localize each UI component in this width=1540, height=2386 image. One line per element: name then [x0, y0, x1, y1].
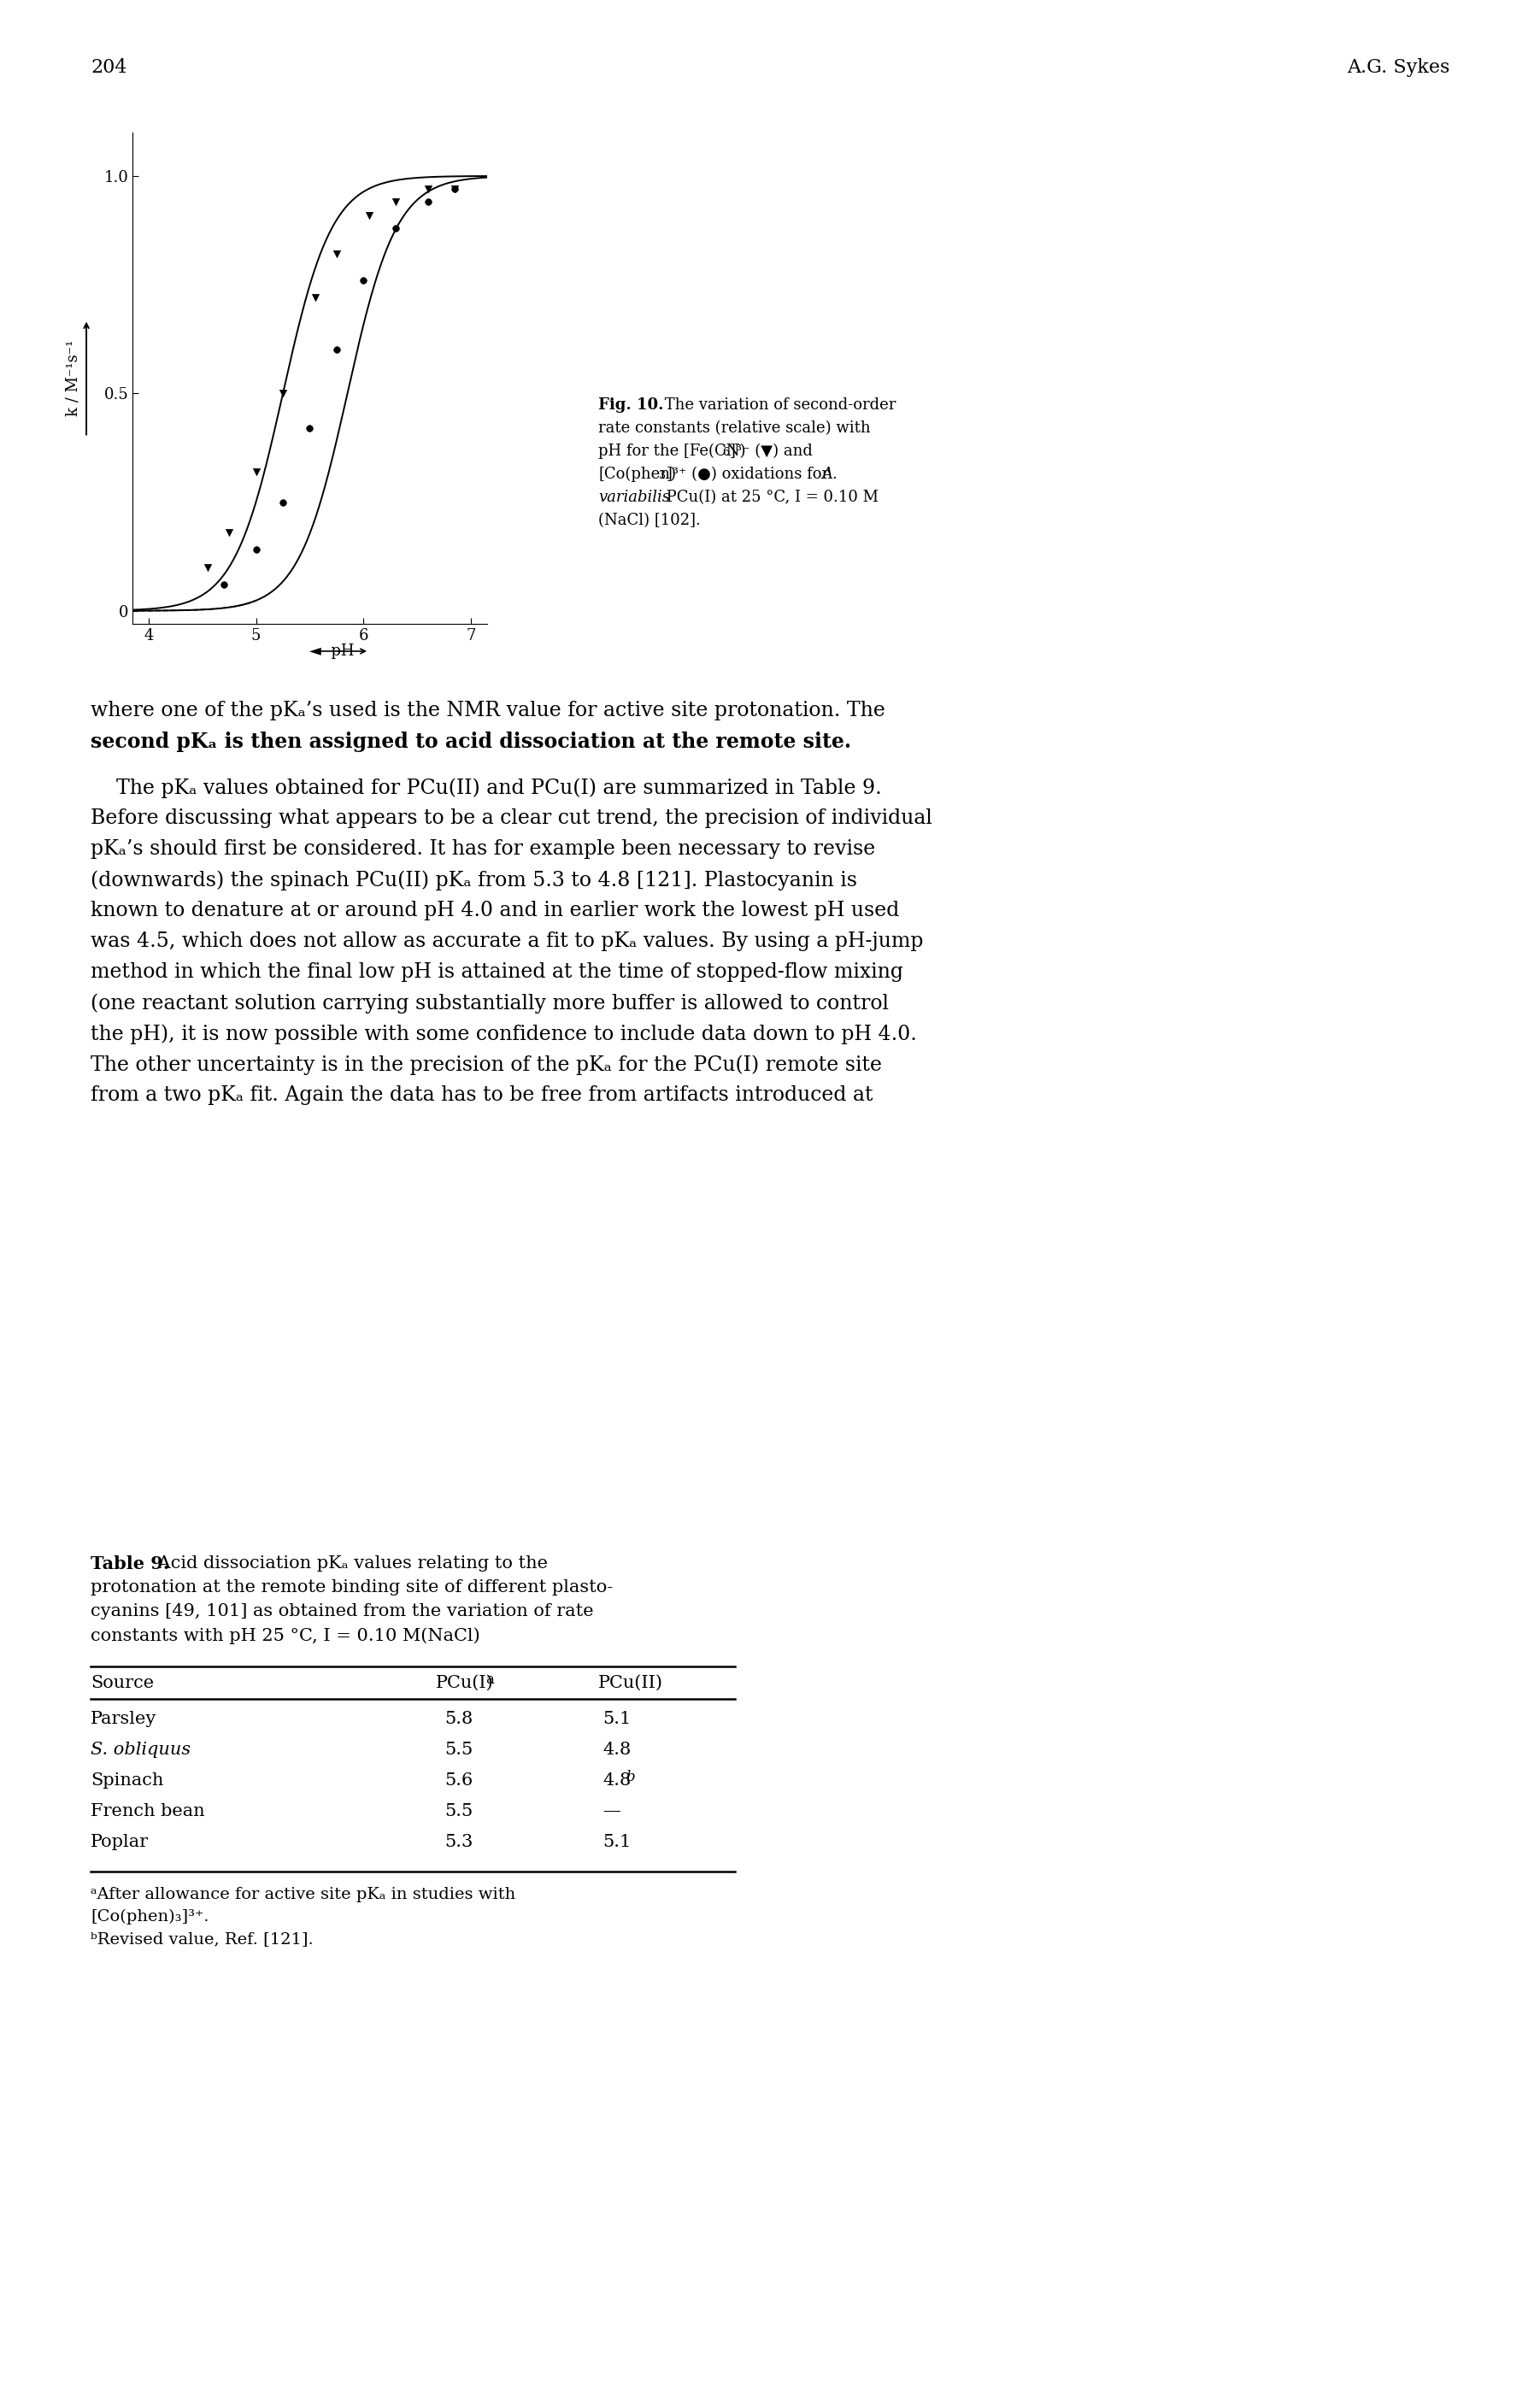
Text: PCu(I) at 25 °C, I = 0.10 M: PCu(I) at 25 °C, I = 0.10 M — [662, 489, 878, 506]
Point — [303, 279, 328, 317]
Point — [217, 513, 242, 551]
Text: 5.3: 5.3 — [445, 1835, 473, 1849]
Text: The other uncertainty is in the precision of the pKₐ for the PCu(I) remote site: The other uncertainty is in the precisio… — [91, 1055, 882, 1074]
Point — [351, 260, 376, 298]
Text: second pKₐ is then assigned to acid dissociation at the remote site.: second pKₐ is then assigned to acid diss… — [91, 733, 852, 752]
Point — [416, 184, 440, 222]
Text: known to denature at or around pH 4.0 and in earlier work the lowest pH used: known to denature at or around pH 4.0 an… — [91, 902, 899, 921]
Point — [325, 236, 350, 274]
Text: Table 9.: Table 9. — [91, 1556, 169, 1572]
Text: k / M⁻¹s⁻¹: k / M⁻¹s⁻¹ — [65, 339, 80, 415]
Text: rate constants (relative scale) with: rate constants (relative scale) with — [598, 420, 870, 437]
Point — [325, 332, 350, 370]
Text: was 4.5, which does not allow as accurate a fit to pKₐ values. By using a pH-jum: was 4.5, which does not allow as accurat… — [91, 931, 924, 952]
Text: PCu(II): PCu(II) — [598, 1675, 664, 1692]
Text: Spinach: Spinach — [91, 1773, 163, 1790]
Text: S. obliquus: S. obliquus — [91, 1742, 191, 1758]
Text: the pH), it is now possible with some confidence to include data down to pH 4.0.: the pH), it is now possible with some co… — [91, 1024, 916, 1045]
Point — [297, 408, 322, 446]
Text: 5.1: 5.1 — [602, 1835, 631, 1849]
Point — [416, 169, 440, 208]
Point — [271, 375, 296, 413]
Text: b: b — [625, 1770, 634, 1785]
Point — [243, 453, 268, 492]
Point — [243, 530, 268, 568]
Text: (downwards) the spinach PCu(II) pKₐ from 5.3 to 4.8 [121]. Plastocyanin is: (downwards) the spinach PCu(II) pKₐ from… — [91, 871, 858, 890]
Point — [442, 169, 467, 208]
Point — [211, 565, 236, 604]
Point — [357, 196, 382, 234]
Text: 6: 6 — [722, 446, 728, 458]
Text: where one of the pKₐ’s used is the NMR value for active site protonation. The: where one of the pKₐ’s used is the NMR v… — [91, 701, 886, 721]
Text: 4.8: 4.8 — [602, 1773, 631, 1790]
Text: pH for the [Fe(CN): pH for the [Fe(CN) — [598, 444, 745, 458]
Text: ᵃAfter allowance for active site pKₐ in studies with: ᵃAfter allowance for active site pKₐ in … — [91, 1887, 516, 1902]
Point — [383, 184, 408, 222]
Text: a: a — [485, 1673, 494, 1687]
Text: ◄  pH: ◄ pH — [310, 644, 354, 659]
Text: French bean: French bean — [91, 1804, 205, 1821]
Text: Source: Source — [91, 1675, 154, 1692]
Text: (NaCl) [102].: (NaCl) [102]. — [598, 513, 701, 527]
Text: ]³⁺ (●) oxidations for: ]³⁺ (●) oxidations for — [667, 468, 835, 482]
Point — [383, 210, 408, 248]
Text: [Co(phen): [Co(phen) — [598, 468, 676, 482]
Text: 5.8: 5.8 — [445, 1711, 473, 1727]
Point — [442, 169, 467, 208]
Text: Parsley: Parsley — [91, 1711, 157, 1727]
Text: The variation of second-order: The variation of second-order — [659, 398, 896, 413]
Text: [Co(phen)₃]³⁺.: [Co(phen)₃]³⁺. — [91, 1909, 209, 1926]
Text: Acid dissociation pKₐ values relating to the: Acid dissociation pKₐ values relating to… — [152, 1556, 548, 1572]
Text: cyanins [49, 101] as obtained from the variation of rate: cyanins [49, 101] as obtained from the v… — [91, 1603, 593, 1620]
Text: constants with pH 25 °C, I = 0.10 M(NaCl): constants with pH 25 °C, I = 0.10 M(NaCl… — [91, 1627, 480, 1644]
Text: variabilis: variabilis — [598, 489, 670, 506]
Text: Fig. 10.: Fig. 10. — [598, 398, 664, 413]
Text: from a two pKₐ fit. Again the data has to be free from artifacts introduced at: from a two pKₐ fit. Again the data has t… — [91, 1086, 873, 1105]
Text: protonation at the remote binding site of different plasto-: protonation at the remote binding site o… — [91, 1580, 613, 1596]
Text: (one reactant solution carrying substantially more buffer is allowed to control: (one reactant solution carrying substant… — [91, 993, 889, 1014]
Text: method in which the final low pH is attained at the time of stopped-flow mixing: method in which the final low pH is atta… — [91, 962, 904, 983]
Text: ᵇRevised value, Ref. [121].: ᵇRevised value, Ref. [121]. — [91, 1930, 314, 1947]
Text: Poplar: Poplar — [91, 1835, 149, 1849]
Text: 5.5: 5.5 — [445, 1804, 473, 1821]
Text: ]³⁻ (▼) and: ]³⁻ (▼) and — [730, 444, 813, 458]
Text: The pKₐ values obtained for PCu(II) and PCu(I) are summarized in Table 9.: The pKₐ values obtained for PCu(II) and … — [91, 778, 882, 797]
Text: 5.1: 5.1 — [602, 1711, 631, 1727]
Text: 3: 3 — [659, 470, 665, 482]
Text: pKₐ’s should first be considered. It has for example been necessary to revise: pKₐ’s should first be considered. It has… — [91, 840, 875, 859]
Text: A.: A. — [821, 468, 838, 482]
Point — [196, 549, 220, 587]
Text: 5.6: 5.6 — [445, 1773, 473, 1790]
Point — [271, 482, 296, 520]
Text: —: — — [602, 1804, 621, 1821]
Text: PCu(I): PCu(I) — [436, 1675, 494, 1692]
Text: 5.5: 5.5 — [445, 1742, 473, 1758]
Text: Before discussing what appears to be a clear cut trend, the precision of individ: Before discussing what appears to be a c… — [91, 809, 932, 828]
Text: A.G. Sykes: A.G. Sykes — [1346, 57, 1449, 76]
Text: 4.8: 4.8 — [602, 1742, 631, 1758]
Text: 204: 204 — [91, 57, 126, 76]
